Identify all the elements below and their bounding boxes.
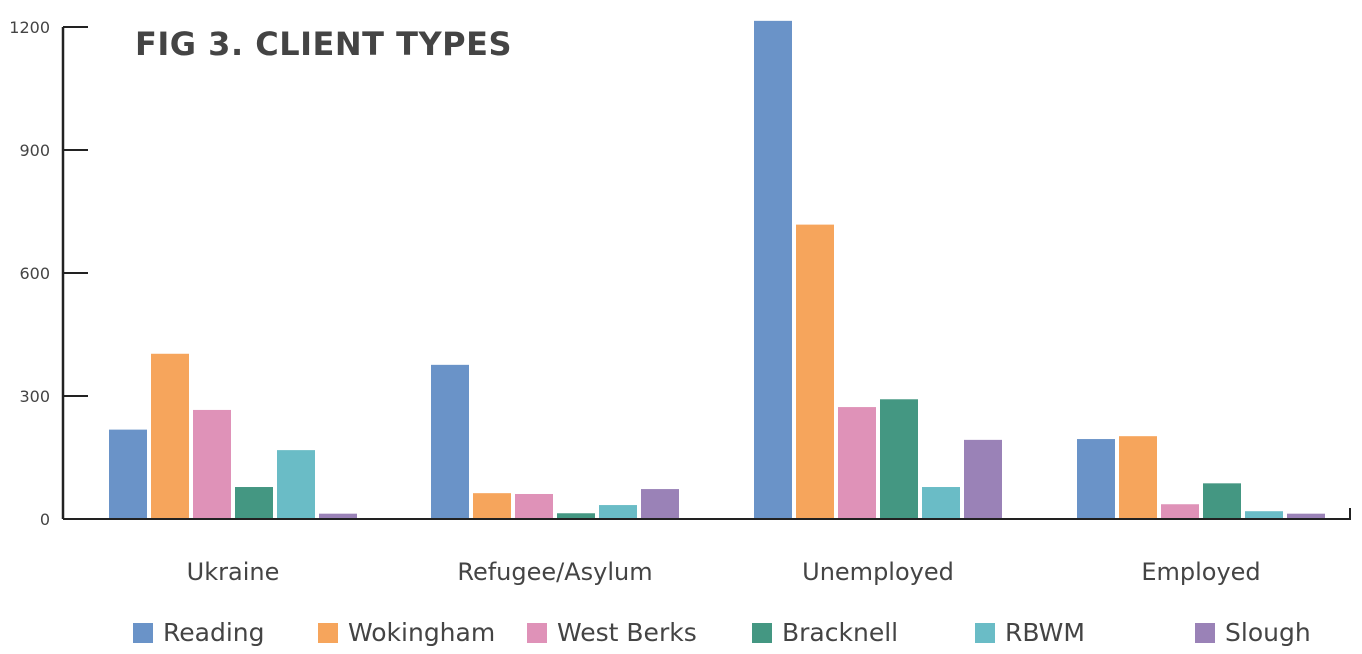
x-tick-labels: Ukraine Refugee/Asylum Unemployed Employed: [187, 558, 1261, 586]
bar-slough-2: [964, 439, 1002, 519]
bar-reading-0: [109, 429, 147, 519]
bar-rbwm-1: [599, 505, 637, 519]
bar-west-berks-0: [193, 409, 231, 519]
legend-swatch: [752, 622, 772, 643]
legend: Reading Wokingham West Berks Bracknell RBWM S…: [0, 618, 1362, 654]
bar-bracknell-2: [880, 399, 918, 519]
bar-slough-3: [1287, 513, 1325, 519]
bar-slough-0: [319, 513, 357, 519]
bar-wokingham-1: [473, 493, 511, 519]
bar-bracknell-1: [557, 513, 595, 519]
legend-item: RBWM: [975, 618, 1085, 647]
bar-wokingham-2: [796, 224, 834, 519]
legend-label: Bracknell: [782, 618, 899, 647]
bar-reading-3: [1077, 439, 1115, 519]
y-tick-label: 900: [19, 141, 50, 160]
legend-label: Wokingham: [348, 618, 496, 647]
legend-item: Bracknell: [752, 618, 898, 647]
bar-rbwm-3: [1245, 511, 1283, 519]
bar-west-berks-2: [838, 407, 876, 519]
bar-rbwm-2: [922, 487, 960, 519]
x-tick-label: Unemployed: [802, 558, 954, 586]
legend-swatch: [318, 622, 338, 643]
bar-wokingham-0: [151, 353, 189, 519]
bar-rbwm-0: [277, 450, 315, 519]
legend-label: West Berks: [557, 618, 697, 647]
legend-swatch: [133, 622, 153, 643]
bar-reading-1: [431, 364, 469, 519]
legend-swatch: [975, 622, 995, 643]
legend-swatch: [527, 622, 547, 643]
bar-wokingham-3: [1119, 436, 1157, 519]
axes-group: [61, 26, 1351, 520]
x-tick-label: Employed: [1141, 558, 1260, 586]
y-tick-label: 0: [40, 510, 50, 529]
bar-slough-1: [641, 489, 679, 519]
x-tick-label: Ukraine: [187, 558, 280, 586]
bar-bracknell-0: [235, 487, 273, 519]
chart-title: FIG 3. CLIENT TYPES: [135, 25, 512, 63]
x-tick-label: Refugee/Asylum: [457, 558, 652, 586]
legend-swatch: [1195, 622, 1215, 643]
legend-item: Wokingham: [318, 618, 495, 647]
bar-west-berks-1: [515, 493, 553, 519]
legend-item: Reading: [133, 618, 264, 647]
y-tick-label: 600: [19, 264, 50, 283]
legend-label: Reading: [163, 618, 265, 647]
bar-bracknell-3: [1203, 483, 1241, 519]
bar-west-berks-3: [1161, 504, 1199, 519]
bar-reading-2: [754, 20, 792, 519]
y-tick-label: 1200: [9, 18, 50, 37]
legend-item: West Berks: [527, 618, 697, 647]
bars-group: [109, 20, 1325, 519]
legend-label: Slough: [1225, 618, 1311, 647]
y-tick-labels: 0 300 600 900 1200: [9, 18, 50, 529]
y-tick-label: 300: [19, 387, 50, 406]
legend-item: Slough: [1195, 618, 1311, 647]
legend-label: RBWM: [1005, 618, 1085, 647]
